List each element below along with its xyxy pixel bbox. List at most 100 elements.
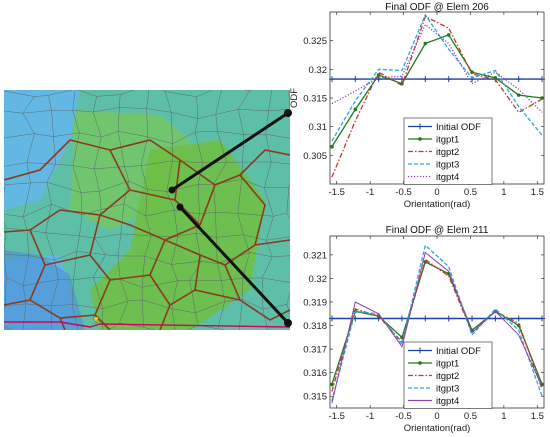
mesh-edge (51, 333, 78, 334)
data-point (495, 308, 496, 309)
mesh-edge (105, 254, 118, 257)
mesh-edge (22, 110, 52, 114)
data-point (448, 266, 449, 267)
y-tick-label: 0.315 (303, 392, 327, 403)
mesh-edge (4, 90, 5, 92)
data-point (448, 43, 449, 44)
data-point (495, 79, 496, 80)
mesh-edge (117, 255, 121, 280)
mesh-edge (51, 110, 54, 137)
mesh-edge (72, 90, 76, 111)
mesh-edge (4, 214, 24, 218)
data-point (425, 259, 426, 260)
mesh-edge (147, 136, 173, 144)
mesh-edge (120, 90, 135, 95)
mesh-edge (34, 133, 54, 137)
blue-region-corner (4, 250, 85, 330)
mesh-edge (141, 256, 146, 288)
data-point (518, 330, 519, 331)
mesh-edge (26, 162, 56, 165)
mesh-edge (242, 299, 263, 310)
mesh-edge (273, 83, 289, 88)
mesh-edge (215, 90, 222, 115)
mesh-edge (119, 300, 129, 324)
mesh-edge (217, 131, 244, 135)
data-point (378, 316, 379, 317)
data-point (469, 315, 476, 322)
mesh-edge (195, 301, 225, 314)
data-point (331, 403, 332, 404)
mesh-edge (261, 256, 273, 279)
data-point (401, 70, 402, 71)
x-tick-label: 1.5 (531, 187, 544, 198)
mesh-edge (81, 209, 102, 216)
y-tick-label: 0.317 (303, 345, 327, 356)
mesh-edge (194, 118, 199, 133)
mesh-edge (196, 90, 213, 98)
mesh-edge (26, 230, 29, 256)
data-point (446, 33, 451, 37)
blue-region-upper-left (4, 90, 80, 210)
mesh-edge (171, 112, 198, 119)
mesh-edge (172, 131, 196, 144)
mesh-edge (189, 280, 196, 313)
data-point (378, 69, 379, 70)
mesh-edge (73, 251, 78, 281)
data-point (423, 41, 428, 46)
mesh-edge (4, 325, 12, 330)
data-point (493, 76, 498, 80)
mesh-edge (213, 162, 227, 185)
data-point (331, 103, 332, 104)
mesh-edge (242, 134, 245, 163)
mesh-edge (249, 90, 254, 92)
data-point (425, 252, 426, 253)
mesh-edge (264, 186, 289, 189)
y-tick-label: 0.32 (309, 274, 328, 285)
mesh-edge (23, 204, 52, 218)
pointer-end-elem-206 (284, 109, 292, 117)
data-point (516, 93, 521, 97)
data-point (515, 76, 522, 83)
marker-triangle-icon (92, 316, 100, 324)
mesh-edge (215, 114, 218, 132)
y-tick-label: 0.305 (303, 151, 327, 162)
data-point (539, 315, 546, 322)
mesh-edge (144, 235, 152, 257)
mesh-edge (195, 131, 218, 133)
data-point (495, 70, 496, 71)
mesh-edge (237, 213, 244, 235)
mesh-edge (141, 299, 144, 328)
odf-chart-elem-206: Final ODF @ Elem 206 -1.5 -1 -0.5 0 0.5 1 1.5 0.… (289, 2, 546, 210)
mesh-edge (142, 299, 173, 310)
data-point (425, 24, 426, 25)
x-tick-label: -1 (366, 187, 374, 198)
data-point (422, 76, 429, 83)
y-tick-label: 0.315 (303, 94, 327, 105)
mesh-edge (119, 279, 129, 301)
mesh-edge (46, 182, 52, 205)
mesh-edge (237, 109, 245, 135)
mesh-edge (6, 276, 24, 287)
mesh-edge (201, 260, 218, 264)
mesh-edge (4, 277, 7, 306)
mesh-edge (4, 254, 29, 256)
series-line-itgpt3 (331, 244, 543, 402)
data-point (401, 346, 402, 347)
mesh-edge (146, 90, 150, 109)
legend-label: Initial ODF (436, 122, 481, 133)
mesh-edge (249, 252, 273, 258)
data-point (541, 386, 542, 387)
legend-label: itgpt1 (436, 134, 459, 145)
data-point (445, 76, 452, 83)
mesh-edge (120, 233, 152, 237)
mesh-edge (94, 168, 100, 192)
x-tick-label: -1 (366, 411, 374, 422)
mesh-edge (266, 236, 290, 241)
x-tick-label: 1.5 (531, 411, 544, 422)
mesh-edge (146, 108, 148, 137)
data-point (492, 315, 499, 322)
mesh-edge (101, 131, 119, 138)
data-point (541, 389, 542, 390)
data-point (398, 315, 405, 322)
